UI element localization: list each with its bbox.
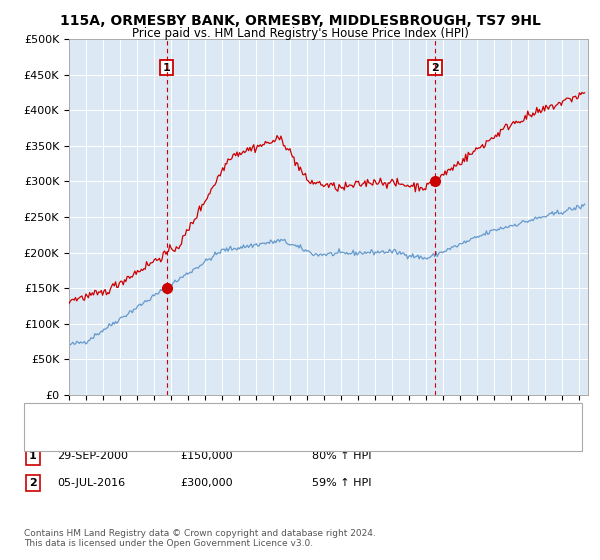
Text: 80% ↑ HPI: 80% ↑ HPI: [312, 451, 371, 461]
Text: 59% ↑ HPI: 59% ↑ HPI: [312, 478, 371, 488]
Text: Contains HM Land Registry data © Crown copyright and database right 2024.: Contains HM Land Registry data © Crown c…: [24, 529, 376, 538]
Text: 115A, ORMESBY BANK, ORMESBY, MIDDLESBROUGH, TS7 9HL (detached house): 115A, ORMESBY BANK, ORMESBY, MIDDLESBROU…: [63, 412, 479, 422]
Text: 2: 2: [431, 63, 439, 73]
Text: £300,000: £300,000: [180, 478, 233, 488]
Text: ——: ——: [30, 431, 55, 444]
Text: 29-SEP-2000: 29-SEP-2000: [57, 451, 128, 461]
Text: 115A, ORMESBY BANK, ORMESBY, MIDDLESBROUGH, TS7 9HL: 115A, ORMESBY BANK, ORMESBY, MIDDLESBROU…: [59, 14, 541, 28]
Text: ——: ——: [30, 410, 55, 423]
Text: £150,000: £150,000: [180, 451, 233, 461]
Text: 1: 1: [163, 63, 170, 73]
Text: This data is licensed under the Open Government Licence v3.0.: This data is licensed under the Open Gov…: [24, 539, 313, 548]
Text: HPI: Average price, detached house, Redcar and Cleveland: HPI: Average price, detached house, Redc…: [63, 432, 370, 442]
Text: Price paid vs. HM Land Registry's House Price Index (HPI): Price paid vs. HM Land Registry's House …: [131, 27, 469, 40]
Text: 1: 1: [29, 451, 37, 461]
Text: 2: 2: [29, 478, 37, 488]
Text: 05-JUL-2016: 05-JUL-2016: [57, 478, 125, 488]
